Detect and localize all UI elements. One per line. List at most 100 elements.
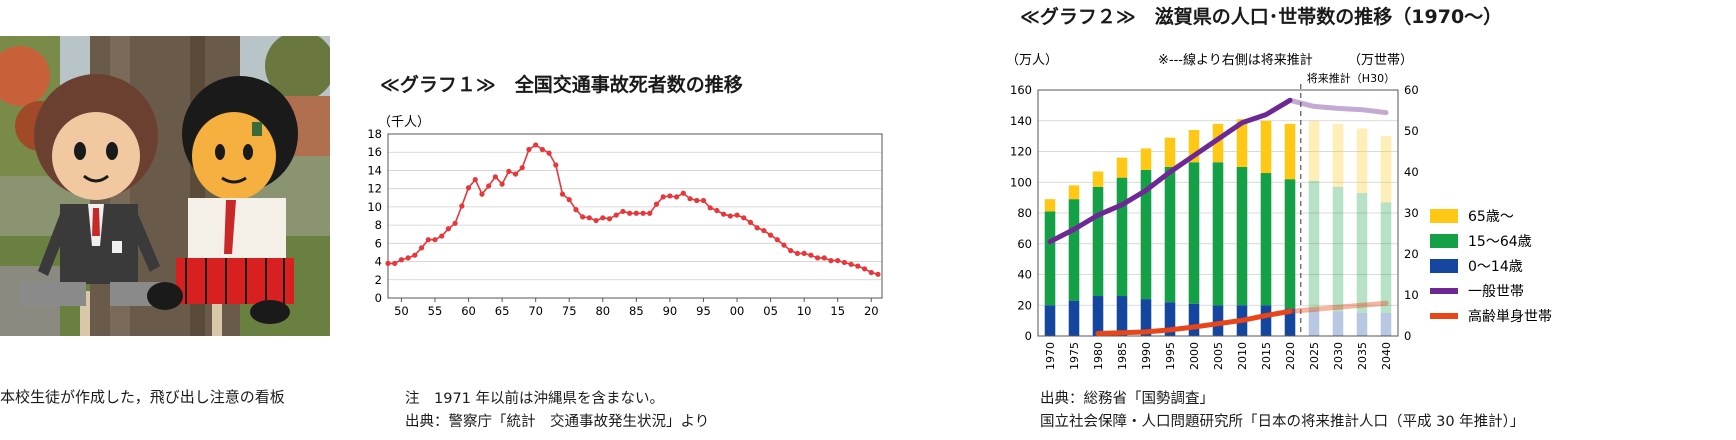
chart2-bar-segment bbox=[1332, 186, 1344, 312]
chart1-gridlines bbox=[388, 133, 882, 299]
chart1-point bbox=[875, 271, 881, 277]
chart1-point bbox=[593, 217, 599, 224]
chart2-bar-segment bbox=[1236, 119, 1248, 167]
chart1-point bbox=[445, 226, 452, 232]
chart2-bar-segment bbox=[1380, 312, 1392, 336]
chart2-right-y-tick-label: 10 bbox=[1404, 288, 1419, 302]
chart2-line-historical bbox=[1095, 308, 1293, 336]
chart1-point bbox=[754, 225, 760, 231]
chart2-x-tick-label: 2025 bbox=[1308, 342, 1321, 370]
chart2-bar-segment bbox=[1212, 162, 1224, 306]
chart1-point bbox=[801, 250, 807, 256]
chart1-y-tick-label: 0 bbox=[375, 291, 382, 305]
chart1-point bbox=[559, 191, 566, 197]
chart1-point bbox=[439, 233, 445, 239]
chart2-source: 出典：総務省「国勢調査」 国立社会保障・人口問題研究所「日本の将来推計人口（平成… bbox=[1040, 388, 1524, 434]
chart2-x-tick-label: 2015 bbox=[1260, 342, 1273, 370]
chart1-x-tick-label: 95 bbox=[696, 304, 711, 318]
chart1-point bbox=[580, 214, 586, 220]
chart1-y-tick-label: 2 bbox=[375, 273, 382, 287]
chart2-left-y-tick-label: 140 bbox=[1010, 114, 1032, 128]
chart2-bar-segment bbox=[1356, 128, 1368, 194]
chart1-x-tick-label: 10 bbox=[797, 304, 812, 318]
chart2-bar-segment bbox=[1212, 305, 1224, 336]
chart2-right-y-tick-label: 40 bbox=[1404, 165, 1419, 179]
chart2-line-projected bbox=[1287, 300, 1389, 314]
chart1-point bbox=[392, 260, 398, 266]
chart2-bar-segment bbox=[1308, 180, 1320, 310]
chart1-point bbox=[613, 212, 619, 218]
chart1-x-tick-label: 70 bbox=[528, 304, 543, 318]
chart1-point bbox=[432, 237, 438, 243]
chart2-right-y-tick-label: 50 bbox=[1404, 124, 1419, 138]
chart1-point bbox=[700, 197, 707, 204]
chart1-point bbox=[647, 210, 653, 216]
chart1-point bbox=[821, 255, 827, 261]
chart2-bar-segment bbox=[1068, 185, 1080, 200]
chart1-point bbox=[674, 194, 680, 200]
chart1-point bbox=[694, 197, 700, 204]
chart1-point bbox=[687, 196, 693, 202]
chart2-bar-segment bbox=[1284, 123, 1296, 180]
chart1-title: ≪グラフ１≫ 全国交通事故死者数の推移 bbox=[380, 74, 743, 96]
chart1-point bbox=[539, 146, 545, 153]
chart1-point bbox=[553, 162, 559, 168]
chart2-x-tick-label: 1970 bbox=[1044, 342, 1057, 370]
photo-caption: 本校生徒が作成した，飛び出し注意の看板 bbox=[0, 388, 285, 406]
chart1-y-tick-label: 6 bbox=[375, 236, 382, 250]
chart1-point bbox=[720, 211, 727, 217]
chart2-bars bbox=[1044, 119, 1392, 336]
chart2-bar-segment bbox=[1140, 148, 1152, 170]
chart2-left-y-tick-label: 40 bbox=[1017, 268, 1032, 282]
chart1-point bbox=[633, 210, 639, 216]
chart1-point bbox=[781, 242, 787, 248]
chart1-x-tick-label: 85 bbox=[629, 304, 644, 318]
chart1-point bbox=[600, 215, 606, 221]
chart2-title: ≪グラフ２≫ 滋賀県の人口･世帯数の推移（1970～） bbox=[1020, 6, 1503, 28]
chart1-y-tick-label: 12 bbox=[367, 182, 382, 196]
chart2-legend-label: 15～64歳 bbox=[1468, 234, 1532, 250]
chart2-left-y-tick-label: 20 bbox=[1017, 298, 1032, 312]
chart1-y-tick-label: 18 bbox=[367, 127, 382, 141]
chart1-y-tick-label: 14 bbox=[367, 163, 382, 177]
chart1-point bbox=[794, 250, 801, 256]
chart1-point bbox=[734, 212, 740, 218]
chart2-legend-label: 高齢単身世帯 bbox=[1468, 308, 1552, 325]
chart1-point bbox=[526, 146, 532, 153]
chart1-point bbox=[519, 165, 525, 171]
chart1-point bbox=[586, 215, 592, 221]
chart1-point bbox=[660, 194, 666, 200]
chart1-point bbox=[573, 207, 579, 213]
chart1-point bbox=[788, 248, 794, 254]
chart1-point bbox=[841, 259, 848, 266]
chart1-point bbox=[486, 183, 492, 189]
chart1-points bbox=[385, 142, 881, 277]
chart1-x-tick-label: 50 bbox=[394, 304, 409, 318]
chart2-left-y-tick-label: 160 bbox=[1010, 83, 1032, 97]
chart1-traffic-deaths: （千人） 0 2 4 6 8 10 12 14 16 18 50 55 60 65 70 75 80 85 90 9… bbox=[367, 115, 883, 318]
chart2-plot-frame bbox=[1037, 89, 1399, 337]
chart2-bar-segment bbox=[1164, 166, 1176, 303]
chart2-bar-segment bbox=[1260, 305, 1272, 336]
chart2-bar-segment bbox=[1284, 179, 1296, 309]
chart1-point bbox=[667, 193, 673, 199]
chart2-x-tick-label: 2020 bbox=[1284, 342, 1297, 370]
chart2-right-y-tick-label: 0 bbox=[1404, 329, 1411, 343]
chart2-bar-segment bbox=[1332, 311, 1344, 336]
chart2-x-ticks: 1970 1975 1980 1985 1990 1995 2000 2005 2010 2015… bbox=[1044, 342, 1393, 370]
chart2-left-y-ticks: 0 20 40 60 80 100 120 140 160 bbox=[1010, 83, 1032, 343]
chart2-line-historical bbox=[1047, 97, 1293, 245]
chart2-shiga-population: （万人） ※---線より右側は将来推計 （万世帯） 将来推計（H30） 0204… bbox=[1006, 52, 1552, 370]
chart1-x-tick-label: 80 bbox=[595, 304, 610, 318]
chart2-bar-segment bbox=[1116, 157, 1128, 178]
chart2-projection-note: ※---線より右側は将来推計 bbox=[1158, 52, 1313, 68]
chart1-note-line2: 出典：警察庁「統計 交通事故発生状況」より bbox=[405, 414, 710, 430]
chart1-point bbox=[835, 258, 841, 264]
signboard-photo: 本校生徒が作成した，飛び出し注意の看板 bbox=[0, 36, 330, 406]
chart2-left-y-tick-label: 100 bbox=[1010, 175, 1032, 189]
chart1-point bbox=[606, 216, 613, 222]
chart2-legend-swatch bbox=[1430, 259, 1458, 273]
chart2-bar-segment bbox=[1164, 137, 1176, 167]
chart2-bar-segment bbox=[1092, 171, 1104, 187]
